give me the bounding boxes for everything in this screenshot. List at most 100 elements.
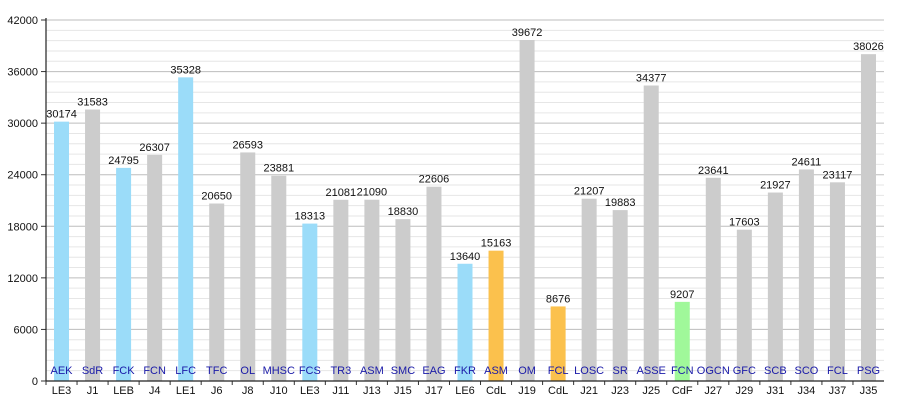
y-tick-label: 36000 bbox=[7, 67, 38, 79]
bar-value-label: 21090 bbox=[357, 187, 388, 199]
bar bbox=[488, 250, 504, 381]
x-tick-label: J27 bbox=[704, 385, 722, 397]
bar-value-label: 23641 bbox=[698, 165, 729, 177]
bar bbox=[860, 54, 876, 382]
bar bbox=[85, 109, 101, 382]
y-tick-label: 6000 bbox=[14, 324, 38, 336]
bar-value-label: 39672 bbox=[512, 27, 543, 39]
bar bbox=[426, 186, 442, 381]
y-tick-label: 0 bbox=[32, 376, 38, 388]
bar bbox=[457, 263, 473, 381]
x-tick-label: J4 bbox=[149, 385, 161, 397]
y-tick-label: 12000 bbox=[7, 273, 38, 285]
bar-team-label: ASSE bbox=[637, 365, 666, 377]
y-tick-label: 24000 bbox=[7, 170, 38, 182]
x-tick-label: J11 bbox=[332, 385, 349, 397]
bar bbox=[612, 210, 628, 381]
bar-team-label: FCN bbox=[671, 365, 694, 377]
x-tick-label: J17 bbox=[425, 385, 443, 397]
x-tick-label: LEB bbox=[113, 385, 134, 397]
bar bbox=[54, 121, 70, 382]
bar-value-label: 13640 bbox=[450, 251, 481, 263]
bar-team-label: LOSC bbox=[574, 365, 604, 377]
bar-team-label: SMC bbox=[391, 365, 416, 377]
bar-team-label: ASM bbox=[360, 365, 384, 377]
x-tick-label: J13 bbox=[363, 385, 381, 397]
x-tick-label: J35 bbox=[860, 385, 878, 397]
bar-value-label: 20650 bbox=[201, 191, 232, 203]
bar-team-label: FCK bbox=[113, 365, 136, 377]
bar-value-label: 21207 bbox=[574, 186, 605, 198]
bar-team-label: SR bbox=[613, 365, 628, 377]
bar bbox=[550, 306, 566, 381]
bar-value-label: 24795 bbox=[108, 155, 139, 167]
bar-value-label: 23117 bbox=[823, 169, 853, 181]
bar-team-label: FKR bbox=[454, 365, 476, 377]
x-tick-label: J21 bbox=[580, 385, 598, 397]
bar-team-label: AEK bbox=[51, 365, 74, 377]
y-tick-label: 42000 bbox=[7, 15, 38, 27]
bar-team-label: SdR bbox=[82, 365, 103, 377]
bar-team-label: SCB bbox=[764, 365, 787, 377]
bar-value-label: 26593 bbox=[232, 139, 263, 151]
x-tick-label: J15 bbox=[394, 385, 412, 397]
bar bbox=[333, 199, 349, 381]
bar bbox=[209, 203, 225, 381]
bar-value-label: 8676 bbox=[546, 293, 570, 305]
x-tick-label: J23 bbox=[611, 385, 629, 397]
bar-team-label: LFC bbox=[175, 365, 196, 377]
axes: 0 6000 12000 18000 24000 30000 36000 42000 bbox=[7, 15, 884, 388]
bar-value-label: 18830 bbox=[388, 206, 419, 218]
bar-team-label: OL bbox=[240, 365, 255, 377]
x-tick-label: J37 bbox=[829, 385, 847, 397]
bar-value-label: 19883 bbox=[605, 197, 636, 209]
bar-value-label: 21081 bbox=[326, 187, 357, 199]
x-tick-label: CdL bbox=[548, 385, 568, 397]
bar-team-label: FCN bbox=[143, 365, 166, 377]
bar-team-label: OGCN bbox=[697, 365, 730, 377]
bar-team-label: EAG bbox=[422, 365, 445, 377]
x-tick-label: LE3 bbox=[52, 385, 72, 397]
x-tick-label: J1 bbox=[87, 385, 99, 397]
bar-value-label: 26307 bbox=[139, 142, 170, 154]
bar bbox=[178, 77, 194, 382]
bar-value-label: 35328 bbox=[170, 64, 201, 76]
x-tick-label: LE1 bbox=[176, 385, 196, 397]
bar-team-label: MHSC bbox=[263, 365, 295, 377]
bar bbox=[395, 219, 411, 381]
bar-value-label: 21927 bbox=[760, 180, 791, 192]
x-tick-label: J10 bbox=[270, 385, 288, 397]
x-tick-label: LE3 bbox=[300, 385, 320, 397]
bar bbox=[705, 177, 721, 381]
bar bbox=[798, 169, 814, 381]
x-tick-label: J29 bbox=[735, 385, 753, 397]
bar bbox=[519, 40, 535, 382]
x-tick-label: J19 bbox=[518, 385, 536, 397]
x-tick-label: LE6 bbox=[455, 385, 475, 397]
bar-value-label: 23881 bbox=[263, 163, 294, 175]
x-tick-label: J25 bbox=[642, 385, 660, 397]
x-tick-label: J31 bbox=[766, 385, 784, 397]
bar-value-label: 38026 bbox=[853, 41, 884, 53]
bar bbox=[767, 192, 783, 381]
bar bbox=[116, 167, 132, 381]
bar-team-label: FCS bbox=[299, 365, 321, 377]
bar bbox=[643, 85, 659, 382]
x-tick-label: J34 bbox=[798, 385, 816, 397]
bar-value-label: 9207 bbox=[670, 289, 694, 301]
bar-value-label: 24611 bbox=[792, 156, 822, 168]
bar-value-label: 30174 bbox=[46, 109, 77, 121]
bar-value-label: 31583 bbox=[77, 97, 108, 109]
y-tick-label: 18000 bbox=[7, 221, 38, 233]
bar bbox=[736, 229, 752, 381]
bar-team-label: FCL bbox=[827, 365, 848, 377]
bar bbox=[364, 199, 380, 381]
bar-team-label: SCO bbox=[794, 365, 818, 377]
y-tick-label: 30000 bbox=[7, 118, 38, 130]
bar bbox=[147, 154, 163, 381]
bar-team-label: TFC bbox=[206, 365, 227, 377]
bar bbox=[302, 223, 318, 381]
bar-team-label: GFC bbox=[733, 365, 756, 377]
bar-team-label: FCL bbox=[548, 365, 569, 377]
